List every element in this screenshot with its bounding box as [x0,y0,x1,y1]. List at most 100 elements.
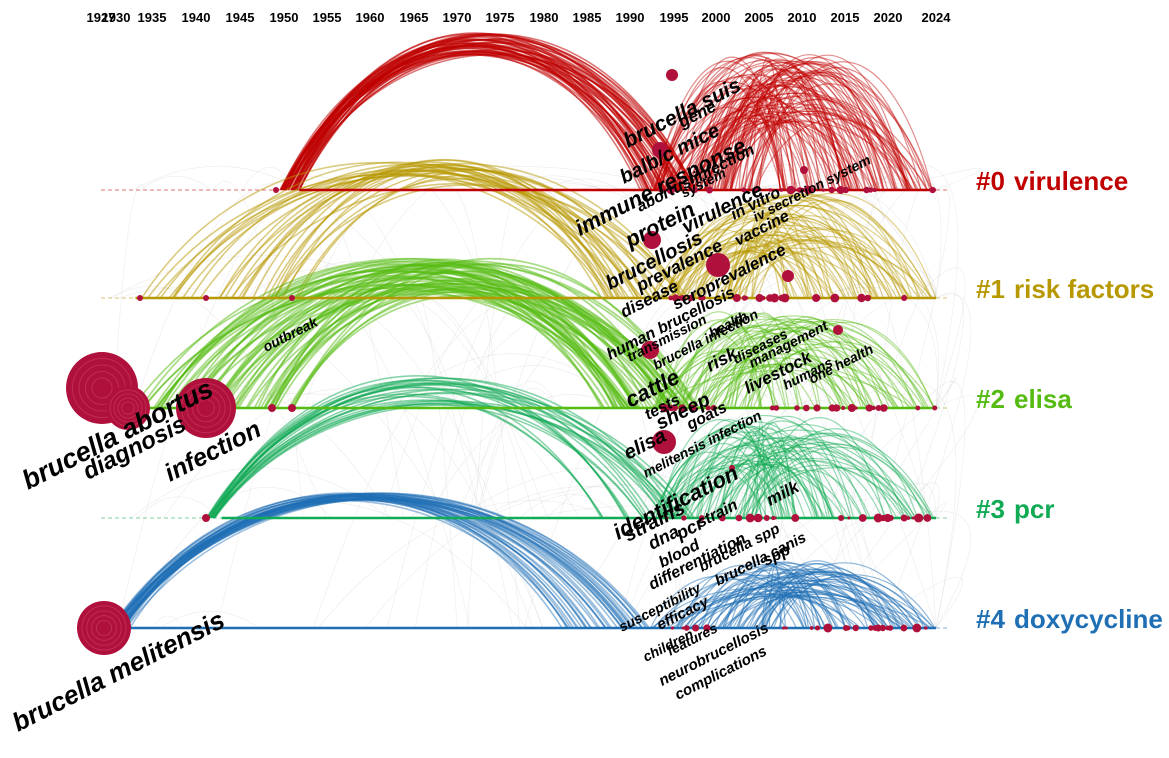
cluster-label: risk factors [1014,274,1154,304]
co-occurrence-arc [724,61,908,191]
node-circle [782,270,794,282]
keyword-node [666,69,678,81]
co-occurrence-arc [679,429,916,519]
co-occurrence-arc [729,95,813,191]
co-occurrence-arc [672,240,813,299]
co-occurrence-arc [659,224,920,299]
background-link [707,169,937,299]
co-occurrence-arc [705,72,881,191]
co-occurrence-arc [129,496,578,629]
background-link [862,180,937,519]
co-occurrence-arc [742,198,920,299]
co-occurrence-arc [703,111,841,191]
keyword-node [768,188,772,192]
keyword-node [756,295,763,301]
background-link [281,175,481,519]
co-occurrence-arc [751,199,873,299]
co-occurrence-arc [117,498,579,629]
node-circle [698,515,705,521]
co-occurrence-arc [122,495,611,629]
node-circle [706,253,730,277]
co-occurrence-arc [686,454,821,519]
co-occurrence-arc [120,497,634,629]
co-occurrence-arc [708,97,782,191]
co-occurrence-arc [736,231,824,299]
co-occurrence-arc [713,357,852,409]
year-label: 1990 [616,10,645,25]
co-occurrence-arc [657,347,816,409]
co-occurrence-arc [724,465,834,519]
co-occurrence-arc [746,320,916,409]
co-occurrence-arc [728,121,857,191]
co-occurrence-arc [651,437,819,519]
node-circle [841,405,846,411]
co-occurrence-arc [653,52,885,191]
keyword-node [885,625,891,631]
co-occurrence-arc [695,63,931,191]
co-occurrence-arc [651,323,899,409]
co-occurrence-arc [725,592,882,629]
node-circle [705,405,711,411]
co-occurrence-arc [672,195,910,299]
co-occurrence-arc [728,462,816,519]
co-occurrence-arc [714,240,908,299]
co-occurrence-arc [120,495,588,629]
node-circle [665,516,669,520]
background-link [696,362,937,409]
co-occurrence-arc [739,95,847,191]
keyword-node [718,514,726,522]
co-occurrence-arc [716,424,894,519]
co-occurrence-arc [719,431,790,519]
co-occurrence-arc [690,318,891,409]
keyword-node [794,405,800,411]
cluster-id: #2 [976,384,1005,414]
co-occurrence-arc [671,249,837,299]
year-label: 1945 [226,10,255,25]
co-occurrence-arc [681,321,762,409]
co-occurrence-arc [714,59,809,191]
keyword-node [901,294,908,302]
background-link [317,500,613,629]
co-occurrence-arc [213,382,628,519]
co-occurrence-arc [123,492,568,629]
co-occurrence-arc [663,311,775,409]
node-circle [812,293,821,303]
node-ring [180,382,232,434]
co-occurrence-arc [658,414,869,519]
node-circle [718,514,726,522]
co-occurrence-arc [692,62,876,191]
node-circle [768,188,772,192]
keyword-node [872,624,879,632]
co-occurrence-arc [688,109,799,191]
co-occurrence-arc [653,60,802,191]
co-occurrence-arc [740,435,926,519]
year-label: 1975 [486,10,515,25]
node-circle [914,625,921,631]
node-circle [671,404,678,412]
node-ring [86,610,122,646]
node-circle [872,624,879,632]
node-circle [732,293,741,303]
co-occurrence-arc [702,463,780,519]
co-occurrence-arc [115,498,623,629]
co-occurrence-arc [700,324,804,409]
keyword-node [703,624,711,632]
background-link [409,499,544,629]
keyword-node [868,625,874,631]
co-occurrence-arc [722,82,794,191]
co-occurrence-arc [713,442,933,519]
co-occurrence-arc [666,435,786,519]
node-circle [741,295,748,301]
co-occurrence-arc [705,444,871,519]
co-occurrence-arc [677,325,856,409]
keyword-node [753,513,763,523]
node-circle [868,625,874,631]
co-occurrence-arc [192,260,639,409]
background-link [695,138,876,191]
co-occurrence-arc [680,419,777,519]
co-occurrence-arc [751,201,785,299]
year-label: 1940 [182,10,211,25]
node-circle [803,185,813,195]
node-circle [769,405,775,411]
node-circle [289,295,295,301]
